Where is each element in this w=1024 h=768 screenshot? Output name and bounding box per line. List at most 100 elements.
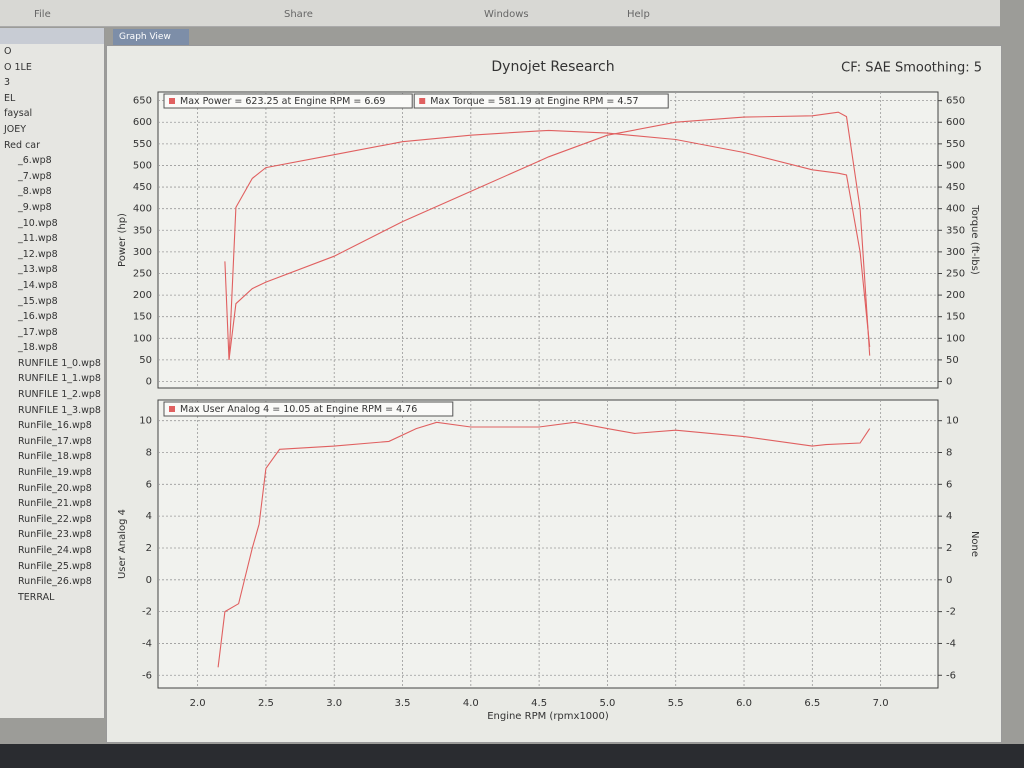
x-tick-label: 4.0 <box>463 698 479 709</box>
menu-item[interactable]: Share <box>284 9 313 20</box>
legend-label: Max Torque = 581.19 at Engine RPM = 4.57 <box>430 96 638 107</box>
file-item[interactable]: RunFile_16.wp8 <box>18 420 92 432</box>
file-item[interactable]: RUNFILE 1_0.wp8 <box>18 357 101 369</box>
file-item[interactable]: RunFile_18.wp8 <box>18 451 92 463</box>
x-tick-label: 7.0 <box>873 698 889 709</box>
file-item[interactable]: _9.wp8 <box>18 201 52 213</box>
file-item[interactable]: Red car <box>4 139 41 151</box>
x-tick-label: 2.5 <box>258 698 274 709</box>
y2-tick-label: 200 <box>946 290 965 301</box>
y-tick-label: -2 <box>142 607 152 618</box>
file-item[interactable]: _18.wp8 <box>18 342 58 354</box>
plot-area <box>157 399 939 689</box>
y-tick-label: -6 <box>142 670 152 681</box>
y2-tick-label: 550 <box>946 139 965 150</box>
x-tick-label: 5.5 <box>668 698 684 709</box>
file-item[interactable]: RunFile_20.wp8 <box>18 482 92 494</box>
data-line <box>228 111 871 360</box>
legend-swatch <box>419 98 426 104</box>
file-item[interactable]: _10.wp8 <box>18 217 58 229</box>
file-item[interactable]: _11.wp8 <box>18 233 58 245</box>
y2-tick-label: 450 <box>946 182 965 193</box>
file-item[interactable]: _6.wp8 <box>18 155 52 167</box>
menu-item[interactable]: File <box>34 9 51 20</box>
y-tick-label: 100 <box>133 333 152 344</box>
y2-tick-label: 650 <box>946 96 965 107</box>
menu-item[interactable]: Windows <box>484 9 529 20</box>
file-item[interactable]: _7.wp8 <box>18 170 52 182</box>
file-item[interactable]: RunFile_23.wp8 <box>18 529 92 541</box>
y-tick-label: 250 <box>133 268 152 279</box>
file-item[interactable]: RunFile_21.wp8 <box>18 498 92 510</box>
file-item[interactable]: _15.wp8 <box>18 295 58 307</box>
data-line <box>217 421 871 668</box>
file-item[interactable]: RUNFILE 1_2.wp8 <box>18 389 101 401</box>
legend-box <box>163 93 413 109</box>
x-tick-label: 6.0 <box>736 698 752 709</box>
chart-title: Dynojet Research <box>491 59 614 75</box>
y2-tick-label: 300 <box>946 247 965 258</box>
y-tick-label: 200 <box>133 290 152 301</box>
file-item[interactable]: _13.wp8 <box>18 264 58 276</box>
y-tick-label: 8 <box>146 448 152 459</box>
panel-header <box>0 28 104 44</box>
y2-tick-label: 10 <box>946 416 959 427</box>
y-tick-label: 10 <box>139 416 152 427</box>
y-tick-label: 500 <box>133 160 152 171</box>
file-item[interactable]: JOEY <box>4 123 27 135</box>
legend-box <box>413 93 669 109</box>
y-tick-label: 650 <box>133 96 152 107</box>
y2-tick-label: 6 <box>946 479 952 490</box>
y-tick-label: -4 <box>142 638 152 649</box>
y-tick-label: 0 <box>146 377 152 388</box>
menu-bar: File Share Windows Help <box>0 0 1000 27</box>
file-item[interactable]: RunFile_19.wp8 <box>18 467 92 479</box>
file-item[interactable]: RunFile_25.wp8 <box>18 560 92 572</box>
y2-tick-label: 4 <box>946 511 952 522</box>
tab[interactable]: Graph View <box>113 29 189 45</box>
chart: Dynojet Research CF: SAE Smoothing: 5 0 5… <box>117 59 982 722</box>
y2-tick-label: 2 <box>946 543 952 554</box>
y-tick-label: 0 <box>146 575 152 586</box>
file-item[interactable]: _16.wp8 <box>18 311 58 323</box>
file-item[interactable]: RunFile_24.wp8 <box>18 545 92 556</box>
y-tick-label: 150 <box>133 312 152 323</box>
y2-axis-label: Torque (ft-lbs) <box>969 204 980 275</box>
x-tick-label: 4.5 <box>531 698 547 709</box>
data-line <box>224 129 871 360</box>
file-item[interactable]: TERRAL <box>18 591 55 603</box>
taskbar <box>0 744 1024 768</box>
file-item[interactable]: RUNFILE 1_3.wp8 <box>18 404 101 416</box>
file-item[interactable]: RunFile_17.wp8 <box>18 435 92 447</box>
file-item[interactable]: _12.wp8 <box>18 248 58 260</box>
file-item[interactable]: _17.wp8 <box>18 326 58 338</box>
x-tick-label: 3.5 <box>395 698 411 709</box>
file-item[interactable]: 3 <box>4 77 11 89</box>
y-tick-label: 300 <box>133 247 152 258</box>
file-item[interactable]: RunFile_22.wp8 <box>18 513 92 525</box>
file-item[interactable]: O 1LE <box>4 61 32 73</box>
file-item[interactable]: _14.wp8 <box>18 279 58 291</box>
file-item[interactable]: O <box>4 46 12 57</box>
legend-label: Max Power = 623.25 at Engine RPM = 6.69 <box>180 96 385 107</box>
file-item[interactable]: RUNFILE 1_1.wp8 <box>18 373 101 385</box>
y2-tick-label: 350 <box>946 225 965 236</box>
legend-label: Max User Analog 4 = 10.05 at Engine RPM … <box>180 404 417 415</box>
y2-tick-label: 8 <box>946 448 952 459</box>
y2-tick-label: 250 <box>946 268 965 279</box>
y2-tick-label: -2 <box>946 607 956 618</box>
x-tick-label: 6.5 <box>804 698 820 709</box>
y2-tick-label: 600 <box>946 117 965 128</box>
file-item[interactable]: faysal <box>4 108 33 120</box>
menu-item[interactable]: Help <box>627 9 650 20</box>
file-item[interactable]: _8.wp8 <box>18 186 52 198</box>
y-tick-label: 4 <box>146 511 152 522</box>
y2-tick-label: 0 <box>946 377 952 388</box>
file-item[interactable]: EL <box>4 92 16 104</box>
y-tick-label: 400 <box>133 204 152 215</box>
file-item[interactable]: RunFile_26.wp8 <box>18 576 92 588</box>
y-tick-label: 50 <box>139 355 152 366</box>
y2-axis-label: None <box>969 531 980 557</box>
y-tick-label: 450 <box>133 182 152 193</box>
y-tick-label: 350 <box>133 225 152 236</box>
